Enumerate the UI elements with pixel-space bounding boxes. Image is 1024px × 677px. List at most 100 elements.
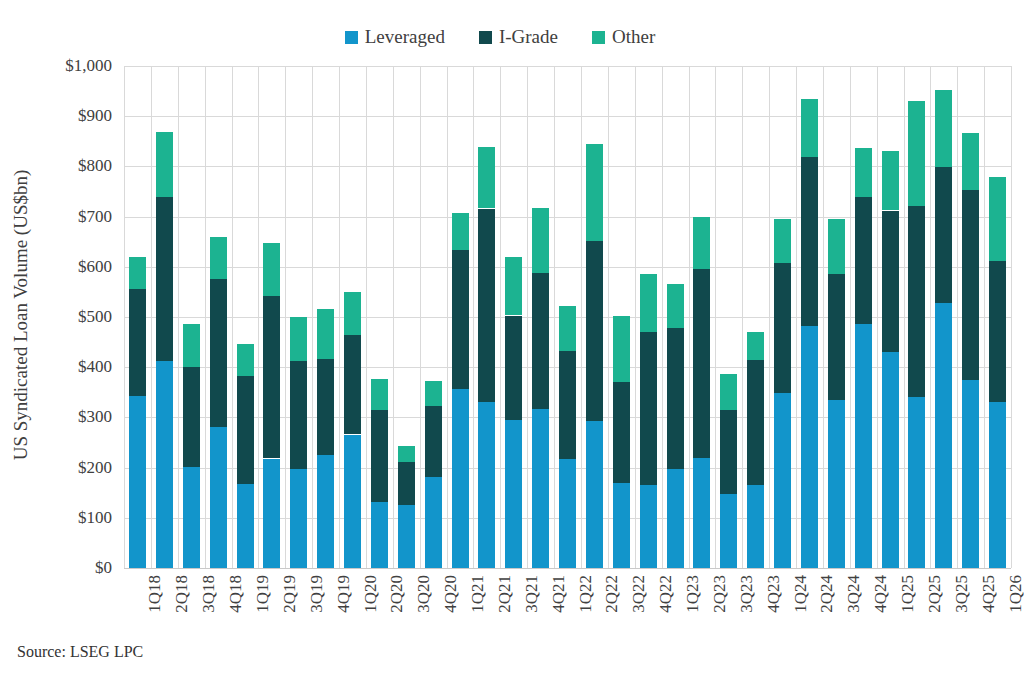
bar-segment-leveraged: [935, 303, 952, 568]
bar-segment-igrade: [210, 279, 227, 427]
bar-segment-other: [290, 317, 307, 361]
y-gridline: [124, 66, 1011, 67]
x-tick-label: 3Q19: [308, 575, 326, 635]
y-tick-label: $500: [2, 308, 112, 326]
bar-segment-leveraged: [425, 477, 442, 568]
bar-segment-other: [586, 144, 603, 241]
y-tick-label: $0: [2, 559, 112, 577]
bar-segment-leveraged: [989, 402, 1006, 568]
x-tick-label: 4Q22: [657, 575, 675, 635]
bar-segment-leveraged: [452, 389, 469, 568]
y-tick-label: $100: [2, 509, 112, 527]
x-tick-label: 1Q25: [899, 575, 917, 635]
chart-figure: Leveraged I-Grade Other US Syndicated Lo…: [0, 0, 1024, 677]
bar-segment-other: [129, 257, 146, 289]
bar-segment-leveraged: [801, 326, 818, 568]
bar-segment-leveraged: [855, 324, 872, 568]
x-tick-label: 1Q19: [254, 575, 272, 635]
x-tick-label: 3Q21: [523, 575, 541, 635]
bar-segment-igrade: [720, 410, 737, 494]
bar-segment-igrade: [371, 410, 388, 502]
x-tick-label: 2Q22: [603, 575, 621, 635]
x-tick-label: 3Q23: [738, 575, 756, 635]
bar-segment-other: [532, 208, 549, 273]
x-tick-label: 4Q24: [872, 575, 890, 635]
bar-segment-igrade: [935, 167, 952, 303]
bar-segment-other: [774, 219, 791, 263]
bar-segment-leveraged: [667, 469, 684, 568]
bar-segment-leveraged: [532, 409, 549, 568]
bar-segment-igrade: [290, 361, 307, 469]
bar-segment-leveraged: [774, 393, 791, 568]
bar-segment-igrade: [398, 462, 415, 506]
bar-segment-other: [425, 381, 442, 406]
bar-segment-leveraged: [344, 435, 361, 569]
bar-segment-other: [801, 99, 818, 158]
x-tick-label: 4Q21: [550, 575, 568, 635]
bar-segment-igrade: [317, 359, 334, 455]
bar-segment-igrade: [774, 263, 791, 393]
bar-segment-leveraged: [586, 421, 603, 568]
bar-segment-leveraged: [640, 485, 657, 568]
bar-segment-igrade: [613, 382, 630, 483]
y-gridline: [124, 217, 1011, 218]
x-tick-label: 4Q19: [335, 575, 353, 635]
bar-segment-other: [720, 374, 737, 410]
bar-segment-other: [398, 446, 415, 462]
bar-segment-leveraged: [693, 458, 710, 568]
bar-segment-leveraged: [398, 505, 415, 568]
bar-segment-igrade: [693, 269, 710, 458]
x-tick-label: 3Q24: [845, 575, 863, 635]
bar-segment-igrade: [452, 250, 469, 389]
bar-segment-other: [962, 133, 979, 190]
bar-segment-leveraged: [183, 467, 200, 568]
bar-segment-igrade: [559, 351, 576, 459]
bar-segment-other: [559, 306, 576, 351]
bar-segment-leveraged: [505, 420, 522, 568]
bar-segment-leveraged: [210, 427, 227, 568]
bar-segment-igrade: [801, 157, 818, 326]
bar-segment-leveraged: [156, 361, 173, 568]
bar-segment-leveraged: [129, 396, 146, 568]
y-tick-label: $1,000: [2, 57, 112, 75]
bar-segment-other: [210, 237, 227, 280]
bar-segment-other: [613, 316, 630, 382]
bar-segment-leveraged: [317, 455, 334, 568]
y-gridline: [124, 166, 1011, 167]
x-tick-label: 2Q19: [281, 575, 299, 635]
x-tick-label: 1Q21: [469, 575, 487, 635]
bar-segment-igrade: [882, 211, 899, 352]
x-tick-label: 2Q21: [496, 575, 514, 635]
y-tick-label: $300: [2, 408, 112, 426]
bar-segment-igrade: [478, 209, 495, 403]
bar-segment-igrade: [640, 332, 657, 485]
y-tick-label: $900: [2, 107, 112, 125]
y-gridline: [124, 267, 1011, 268]
bar-segment-igrade: [908, 206, 925, 397]
bar-segment-igrade: [263, 296, 280, 459]
bar-segment-other: [371, 379, 388, 410]
bar-segment-igrade: [129, 289, 146, 396]
bar-segment-leveraged: [962, 380, 979, 568]
bar-segment-leveraged: [559, 459, 576, 568]
bar-segment-igrade: [156, 197, 173, 362]
bar-segment-igrade: [344, 335, 361, 435]
x-tick-label: 3Q22: [630, 575, 648, 635]
bar-segment-leveraged: [908, 397, 925, 568]
bar-segment-igrade: [989, 261, 1006, 403]
bar-segment-igrade: [505, 316, 522, 420]
x-tick-label: 4Q23: [765, 575, 783, 635]
x-tick-label: 1Q18: [146, 575, 164, 635]
y-tick-label: $200: [2, 459, 112, 477]
bar-segment-igrade: [183, 367, 200, 466]
bar-segment-other: [237, 344, 254, 376]
y-gridline: [124, 116, 1011, 117]
x-tick-label: 4Q20: [442, 575, 460, 635]
bar-segment-other: [640, 274, 657, 332]
bar-segment-igrade: [425, 406, 442, 477]
bar-segment-other: [505, 257, 522, 316]
bar-segment-leveraged: [828, 400, 845, 568]
x-tick-label: 3Q25: [953, 575, 971, 635]
x-tick-label: 2Q24: [818, 575, 836, 635]
y-tick-label: $400: [2, 358, 112, 376]
